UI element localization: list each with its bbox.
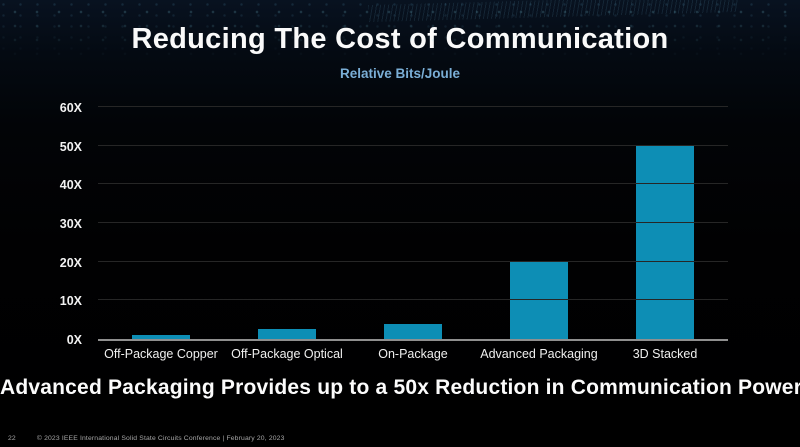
y-axis-tick-label: 30X [59,217,82,231]
chart-title: Relative Bits/Joule [339,66,461,81]
y-axis-tick-label: 10X [59,294,82,309]
y-axis-tick-label: 40X [59,178,82,193]
bar-off-package-optical [258,329,316,339]
gridline [98,299,728,301]
y-axis-tick-label: 60X [59,101,82,115]
gridline [98,183,728,185]
y-axis-tick-label: 20X [59,255,82,270]
bar-slot [98,335,224,339]
x-axis-category-label: Off-Package Copper [104,347,218,361]
x-axis-category-label: On-Package [378,347,448,361]
x-axis-category-label: Off-Package Optical [231,347,343,361]
gridline [98,260,728,262]
bar-slot [602,145,728,339]
bar-3d-stacked [636,145,694,339]
footer-text: © 2023 IEEE International Solid State Ci… [36,435,285,442]
bar-slot [350,323,476,339]
gridline [98,144,728,146]
gridline [98,222,728,223]
bar-slot [224,329,350,339]
x-axis-category-label: 3D Stacked [632,347,698,361]
x-axis-category-label: Advanced Packaging [480,347,598,361]
bar-on-package [384,323,442,339]
bar-off-package-copper [132,335,190,339]
x-axis-labels: Off-Package Copper Off-Package Optical On-… [98,347,728,361]
footer: 22 © 2023 IEEE International Solid State… [8,435,285,442]
slide-title: Reducing The Cost of Communication [131,23,669,55]
y-axis-tick-label: 50X [59,139,82,154]
takeaway-text: Advanced Packaging Provides up to a 50x … [0,376,800,399]
y-axis-tick-label: 0X [66,333,82,347]
gridline [98,106,728,107]
bars-row [98,107,728,339]
plot-area: 0X 10X 20X 30X 40X 50X 60X [60,101,728,347]
page-number: 22 [8,435,16,442]
bar-chart: 0X 10X 20X 30X 40X 50X 60X Off-Package Copper O… [60,101,728,361]
